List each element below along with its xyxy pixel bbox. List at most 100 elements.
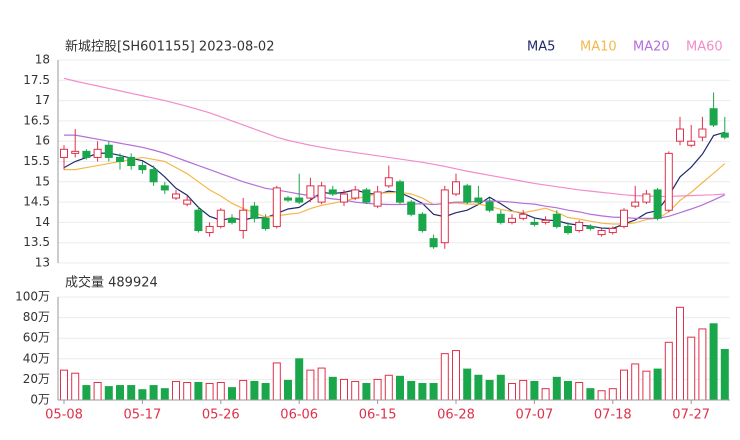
ma-line — [63, 77, 725, 198]
volume-bar — [653, 368, 662, 401]
volume-bar — [138, 389, 147, 401]
y-tick-label: 14 — [35, 215, 50, 229]
candle-body — [340, 193, 348, 203]
ma-line — [64, 156, 726, 225]
x-tick-label: 05-17 — [124, 408, 162, 423]
volume-bar — [698, 328, 707, 401]
volume-bar — [351, 380, 360, 401]
candle-body — [384, 177, 393, 187]
legend-entry: MA60 — [686, 40, 723, 55]
candle-body — [474, 197, 483, 203]
volume-bar — [127, 385, 136, 401]
candle-body — [138, 165, 147, 171]
volume-bar — [608, 388, 617, 401]
candle-body — [104, 144, 113, 158]
candle-body — [407, 201, 416, 215]
candle-body — [496, 213, 505, 223]
volume-bar — [631, 363, 640, 401]
candle-body — [709, 108, 718, 126]
volume-bar — [93, 381, 102, 401]
candle-body — [541, 219, 550, 223]
candle-body — [418, 213, 427, 232]
volume-bar — [340, 378, 348, 401]
volume-bar — [228, 387, 236, 401]
y-tick-label: 17.5 — [23, 73, 50, 87]
candle-body — [519, 213, 528, 219]
volume-bar — [687, 336, 696, 401]
y-tick-label: 15 — [35, 174, 50, 188]
y-tick-label: 60万 — [23, 331, 50, 345]
x-tick-label: 06-06 — [280, 408, 318, 423]
y-tick-label: 13.5 — [23, 235, 50, 249]
volume-bar — [384, 374, 393, 401]
volume-bar — [205, 383, 214, 401]
volume-bar — [564, 380, 572, 401]
candle-body — [317, 185, 326, 203]
volume-bar — [261, 383, 270, 401]
volume-title: 成交量 489924 — [65, 275, 158, 291]
volume-bar — [295, 358, 304, 401]
candle-body — [698, 128, 707, 138]
candle-body — [71, 150, 80, 154]
legend-entry: MA10 — [580, 40, 617, 55]
volume-bar — [104, 386, 113, 401]
chart-title: 新城控股[SH601155] 2023-08-02 — [65, 39, 274, 55]
volume-bar — [642, 370, 651, 401]
y-tick-label: 100万 — [15, 290, 50, 304]
volume-bar — [149, 385, 158, 401]
candle-body — [597, 230, 606, 236]
volume-bar — [172, 380, 180, 401]
candle-body — [485, 201, 494, 211]
volume-bar — [586, 388, 595, 401]
candle-body — [373, 191, 382, 207]
volume-bar — [306, 369, 315, 401]
candle-body — [351, 189, 360, 199]
volume-bar — [328, 376, 337, 401]
volume-bar — [71, 372, 80, 401]
y-tick-label: 80万 — [23, 310, 50, 324]
volume-bar — [552, 376, 561, 401]
legend-entry: MA5 — [527, 40, 555, 55]
candle-body — [306, 185, 315, 199]
x-tick-label: 05-26 — [202, 408, 240, 423]
volume-bar — [620, 369, 628, 401]
candle-body — [284, 197, 292, 201]
candle-body — [720, 132, 729, 138]
candle-body — [564, 225, 572, 234]
x-tick-label: 06-15 — [359, 408, 397, 423]
candle-body — [653, 189, 662, 219]
volume-bar — [676, 306, 684, 401]
volume-bar — [373, 378, 382, 401]
volume-bar — [530, 380, 539, 401]
y-tick-label: 20万 — [23, 372, 50, 386]
volume-bar — [664, 341, 673, 401]
candle-body — [508, 217, 516, 223]
candle-body — [82, 150, 91, 158]
candle-body — [272, 187, 281, 227]
volume-bar — [250, 380, 259, 401]
volume-bar — [216, 381, 225, 401]
volume-bar — [720, 349, 729, 401]
volume-bar — [440, 353, 449, 401]
y-tick-label: 15.5 — [23, 154, 50, 168]
ma-line — [64, 134, 726, 219]
candle-body — [60, 148, 68, 158]
candle-body — [620, 209, 628, 227]
x-tick-label: 07-07 — [516, 408, 554, 423]
volume-bar — [485, 379, 494, 401]
candle-body — [687, 140, 696, 146]
volume-bar — [575, 381, 584, 401]
candle-body — [239, 209, 248, 232]
x-tick-label: 07-27 — [672, 408, 710, 423]
candle-body — [216, 209, 225, 227]
volume-bar — [418, 383, 427, 401]
candle-body — [608, 227, 617, 234]
volume-bar — [474, 374, 483, 401]
candle-body — [631, 201, 640, 207]
volume-bar — [239, 379, 248, 401]
candle-body — [362, 189, 371, 203]
y-tick-label: 14.5 — [23, 195, 50, 209]
volume-bar — [496, 374, 505, 401]
candle-body — [396, 181, 404, 203]
